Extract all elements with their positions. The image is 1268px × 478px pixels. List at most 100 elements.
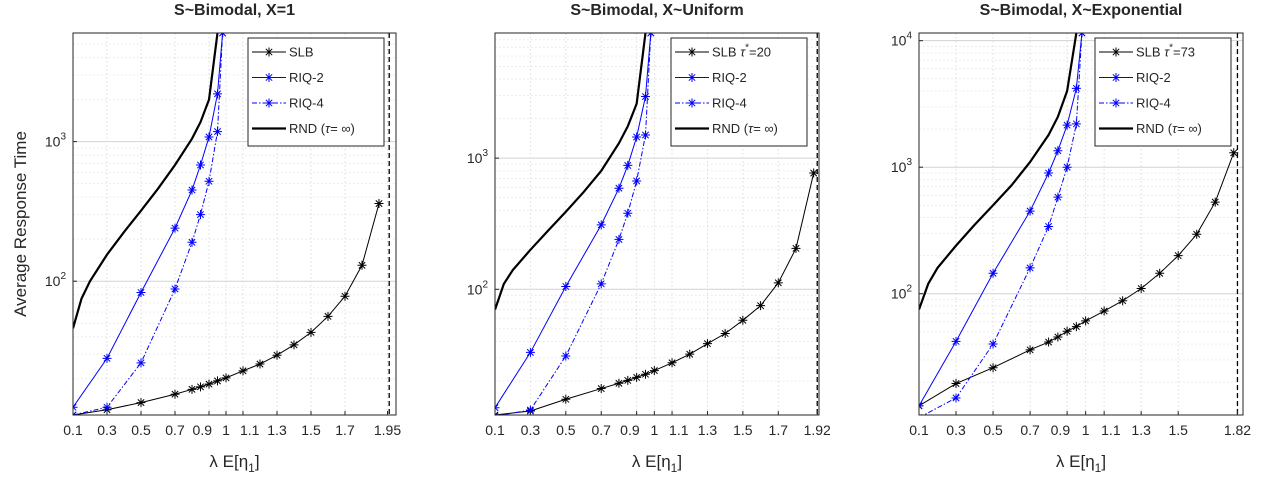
x-tick-label: 0.3 xyxy=(97,422,117,438)
chart-panel-1: 0.1 0.3 0.5 0.7 0.9 1.1 1.3 1.5 1.7 1.951102103S~… xyxy=(11,2,401,475)
data-point xyxy=(1071,83,1081,93)
y-tick-base: 10 xyxy=(891,33,907,49)
x-tick-label: 1.5 xyxy=(301,422,321,438)
x-axis-label-sub: 1 xyxy=(671,461,678,475)
data-point xyxy=(596,220,606,230)
data-point xyxy=(632,132,642,142)
legend-tau-value: =73 xyxy=(1173,45,1195,60)
y-tick-base: 10 xyxy=(891,286,907,302)
y-tick-exponent: 4 xyxy=(906,31,912,42)
data-point xyxy=(632,176,642,186)
x-tick-label: 1 xyxy=(222,422,230,438)
x-tick-label: 1.7 xyxy=(335,422,355,438)
data-point xyxy=(738,315,748,325)
legend-paren: ) xyxy=(350,121,354,136)
data-point xyxy=(1210,197,1220,207)
series-line-rnd xyxy=(73,33,219,329)
y-tick-label: 102 xyxy=(467,279,489,297)
chart-title: S~Bimodal, X=1 xyxy=(174,2,295,19)
y-tick-base: 10 xyxy=(467,281,483,297)
legend-name: RIQ-4 xyxy=(712,96,747,111)
y-tick-base: 10 xyxy=(467,150,483,166)
y-tick-label: 103 xyxy=(467,148,489,166)
data-point xyxy=(623,208,633,218)
legend-paren: ) xyxy=(1197,121,1201,136)
legend-name: RIQ-2 xyxy=(712,70,747,85)
y-tick-base: 10 xyxy=(45,134,61,150)
data-point xyxy=(238,366,248,376)
data-point xyxy=(170,389,180,399)
y-tick-label: 104 xyxy=(891,31,913,49)
chart-title: S~Bimodal, X~Uniform xyxy=(570,2,743,19)
data-point xyxy=(1025,345,1035,355)
data-point xyxy=(340,291,350,301)
data-point xyxy=(136,398,146,408)
data-point xyxy=(951,379,961,389)
legend-name: RIQ-2 xyxy=(289,70,324,85)
data-point xyxy=(213,89,222,99)
data-point xyxy=(596,384,606,394)
x-tick-label: 0.1 xyxy=(909,422,929,438)
legend-label: RND (τ= ∞) xyxy=(289,121,355,136)
data-point xyxy=(196,210,205,220)
data-point xyxy=(640,130,650,140)
legend-marker xyxy=(687,73,697,82)
data-point xyxy=(649,366,659,376)
data-point xyxy=(640,369,650,379)
x-tick-label: 1.3 xyxy=(267,422,287,438)
x-tick-label: 0.9 xyxy=(1051,422,1071,438)
y-tick-base: 10 xyxy=(891,159,907,175)
legend-paren: ) xyxy=(773,121,777,136)
legend-label: RIQ-4 xyxy=(1136,96,1171,111)
x-axis-label-close: ] xyxy=(1101,452,1106,471)
legend-marker xyxy=(687,98,697,108)
data-point xyxy=(213,376,222,386)
data-point xyxy=(1025,206,1035,216)
legend-name: RIQ-2 xyxy=(1136,70,1171,85)
data-point xyxy=(1192,229,1202,239)
data-point xyxy=(136,358,146,368)
x-axis-label-main: λ E[η xyxy=(632,452,671,471)
legend-tau: τ= ∞ xyxy=(325,121,350,136)
data-point xyxy=(525,347,535,357)
x-tick-label: 0.9 xyxy=(193,422,213,438)
y-tick-label: 103 xyxy=(891,157,913,175)
x-tick-label: 0.7 xyxy=(591,422,611,438)
data-point xyxy=(1053,332,1063,342)
legend-label: RIQ-4 xyxy=(712,96,747,111)
x-tick-label: 1.92 xyxy=(804,422,831,438)
legend-name: SLB xyxy=(1136,45,1161,60)
x-tick-label: 0.3 xyxy=(521,422,541,438)
legend-name: SLB xyxy=(712,45,737,60)
legend-tau: τ= ∞ xyxy=(748,121,773,136)
legend-label: RIQ-4 xyxy=(289,96,324,111)
x-tick-label: 1.3 xyxy=(698,422,718,438)
data-point xyxy=(1071,322,1081,332)
legend-tau: τ= ∞ xyxy=(1172,121,1197,136)
legend-marker xyxy=(1111,98,1121,108)
x-tick-label: 1.1 xyxy=(669,422,689,438)
data-point xyxy=(561,282,571,292)
data-point xyxy=(196,160,205,170)
x-tick-label: 1.82 xyxy=(1224,422,1251,438)
x-axis-label-close: ] xyxy=(677,452,682,471)
series-line-rnd xyxy=(495,33,647,310)
data-point xyxy=(255,359,265,369)
data-point xyxy=(170,223,180,233)
legend-label: RIQ-2 xyxy=(1136,70,1171,85)
series-line-riq-4 xyxy=(922,33,1083,415)
y-tick-exponent: 3 xyxy=(60,132,66,143)
x-axis-label-main: λ E[η xyxy=(1056,452,1095,471)
data-point xyxy=(102,402,112,412)
data-point xyxy=(1229,148,1239,158)
y-tick-label: 102 xyxy=(891,284,913,302)
legend-paren: ( xyxy=(740,121,749,136)
x-tick-label: 0.1 xyxy=(485,422,505,438)
data-point xyxy=(1173,251,1183,261)
data-point xyxy=(614,183,624,193)
x-tick-label: 1.95 xyxy=(374,422,401,438)
x-tick-label: 1.5 xyxy=(1168,422,1188,438)
data-point xyxy=(1044,168,1054,178)
x-tick-label: 0.7 xyxy=(1020,422,1040,438)
